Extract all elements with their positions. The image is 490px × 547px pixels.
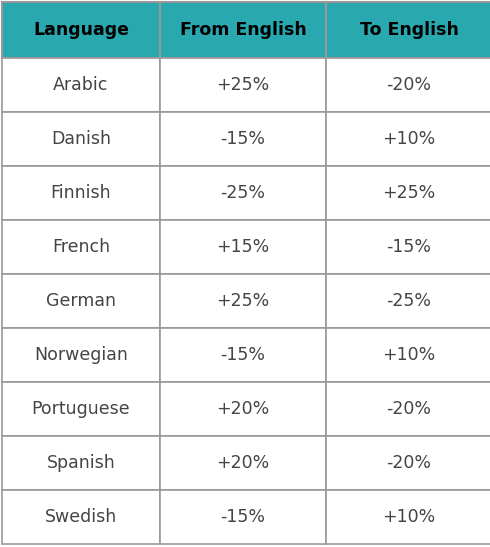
Bar xyxy=(326,112,490,166)
Bar xyxy=(160,436,326,490)
Text: Swedish: Swedish xyxy=(45,508,117,526)
Text: Spanish: Spanish xyxy=(47,454,115,472)
Bar xyxy=(326,220,490,274)
Bar xyxy=(2,2,160,58)
Bar xyxy=(160,220,326,274)
Text: Portuguese: Portuguese xyxy=(32,400,130,418)
Bar xyxy=(160,112,326,166)
Bar xyxy=(2,112,160,166)
Bar xyxy=(2,490,160,544)
Text: Finnish: Finnish xyxy=(50,184,111,202)
Text: +25%: +25% xyxy=(382,184,436,202)
Text: -25%: -25% xyxy=(387,292,432,310)
Text: Language: Language xyxy=(33,21,129,39)
Bar xyxy=(2,220,160,274)
Text: French: French xyxy=(52,238,110,256)
Bar xyxy=(2,274,160,328)
Bar xyxy=(326,328,490,382)
Bar xyxy=(326,490,490,544)
Bar xyxy=(160,382,326,436)
Text: Norwegian: Norwegian xyxy=(34,346,128,364)
Text: German: German xyxy=(46,292,116,310)
Text: -15%: -15% xyxy=(387,238,432,256)
Text: Danish: Danish xyxy=(51,130,111,148)
Text: +20%: +20% xyxy=(217,454,270,472)
Text: +25%: +25% xyxy=(217,292,270,310)
Text: -15%: -15% xyxy=(220,130,266,148)
Text: From English: From English xyxy=(180,21,306,39)
Bar xyxy=(2,436,160,490)
Text: -20%: -20% xyxy=(387,76,432,94)
Bar xyxy=(326,58,490,112)
Text: To English: To English xyxy=(360,21,459,39)
Bar xyxy=(160,328,326,382)
Bar xyxy=(326,382,490,436)
Text: Arabic: Arabic xyxy=(53,76,109,94)
Text: -15%: -15% xyxy=(220,508,266,526)
Bar xyxy=(160,274,326,328)
Text: +10%: +10% xyxy=(382,508,436,526)
Bar xyxy=(2,58,160,112)
Text: +25%: +25% xyxy=(217,76,270,94)
Bar xyxy=(2,166,160,220)
Bar xyxy=(160,58,326,112)
Bar xyxy=(2,328,160,382)
Bar xyxy=(160,2,326,58)
Text: -25%: -25% xyxy=(220,184,266,202)
Text: +15%: +15% xyxy=(217,238,270,256)
Text: +10%: +10% xyxy=(382,130,436,148)
Bar xyxy=(326,274,490,328)
Text: +10%: +10% xyxy=(382,346,436,364)
Text: -20%: -20% xyxy=(387,400,432,418)
Bar xyxy=(2,382,160,436)
Text: +20%: +20% xyxy=(217,400,270,418)
Bar xyxy=(326,436,490,490)
Text: -15%: -15% xyxy=(220,346,266,364)
Bar xyxy=(326,166,490,220)
Text: -20%: -20% xyxy=(387,454,432,472)
Bar xyxy=(160,166,326,220)
Bar xyxy=(326,2,490,58)
Bar xyxy=(160,490,326,544)
